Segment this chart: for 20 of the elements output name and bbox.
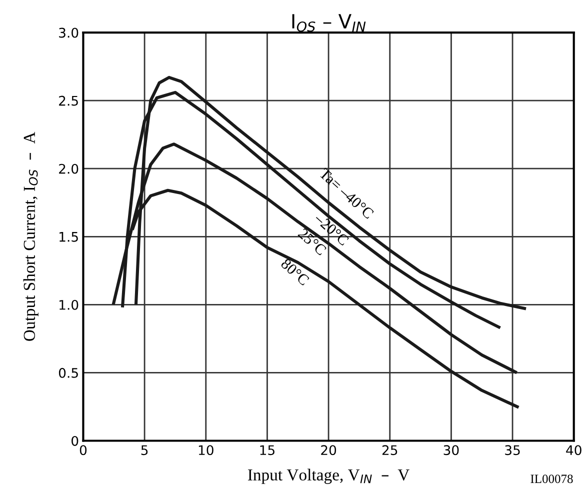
y-tick-label: 2.5 [59, 96, 78, 106]
x-tick-label: 25 [382, 445, 398, 456]
y-tick-label: 0.5 [58, 368, 78, 378]
y-axis-title: Output Short Current, I$_{OS}$ – A [23, 132, 38, 341]
text: IL00078 [530, 474, 573, 484]
y-tick-label: 1.0 [60, 300, 78, 310]
y-tick-label: 3.0 [59, 28, 78, 38]
x-tick-label: 20 [321, 445, 336, 456]
x-tick-label: 30 [444, 445, 459, 456]
x-tick-label: 0 [80, 445, 87, 456]
x-tick-label: 15 [260, 445, 274, 456]
y-tick-label: 2.0 [59, 164, 78, 174]
x-tick-label: 40 [566, 445, 582, 456]
x-tick-label: 5 [141, 445, 148, 456]
x-tick-label: 35 [505, 445, 520, 456]
y-tick-label: 0 [72, 436, 78, 446]
chart-title: I$_{OS}$ – V$_{IN}$ [292, 14, 366, 32]
x-tick-label: 10 [198, 445, 214, 456]
x-axis-title: Input Voltage, V$_{IN}$ – V [248, 468, 410, 484]
y-tick-label: 1.5 [60, 232, 78, 242]
